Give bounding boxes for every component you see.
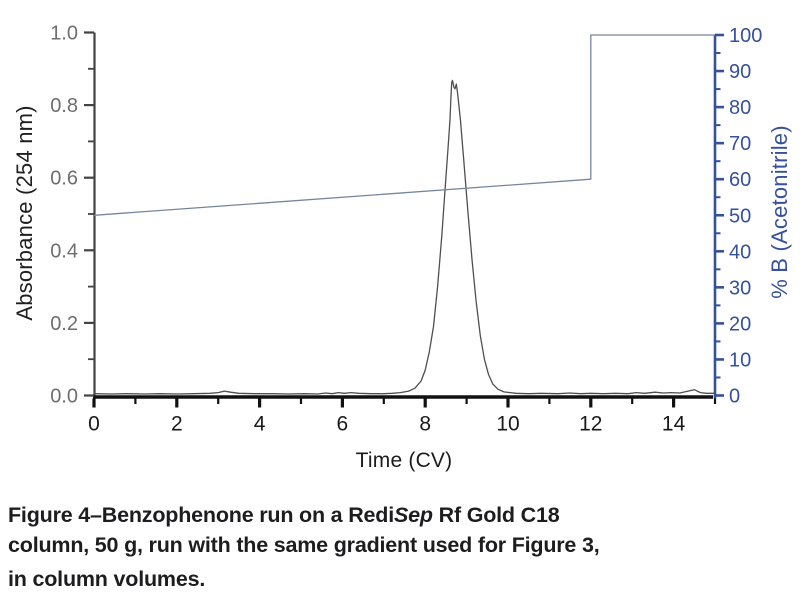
right-tick-label: 90	[729, 61, 751, 83]
x-tick-label: 12	[579, 413, 602, 436]
x-tick-label: 6	[337, 413, 349, 436]
x-tick-label: 14	[662, 413, 686, 436]
x-tick-label: 8	[419, 413, 431, 436]
x-axis-title: Time (CV)	[355, 449, 453, 472]
gradient-trace	[93, 34, 715, 216]
right-tick-label: 60	[729, 169, 751, 191]
right-tick-label: 20	[729, 313, 751, 335]
right-tick-label: 30	[729, 277, 751, 299]
absorbance-trace	[93, 79, 715, 395]
caption-line1-italic: Sep	[394, 503, 433, 527]
chart-area: 0.0 0.2 0.4 0.6 0.8 1.0 0 2 4 6 8 10 12 14 0 10 20 30 40 50…	[12, 23, 792, 473]
caption-line-3: in column volumes.	[8, 567, 206, 591]
x-tick-label: 0	[88, 413, 100, 436]
right-tick-label: 10	[729, 349, 751, 371]
figure-caption: Figure 4–Benzophenone run on a RediSep R…	[8, 500, 788, 594]
caption-line-2: column, 50 g, run with the same gradient…	[8, 533, 600, 557]
right-tick-label: 0	[729, 386, 740, 408]
left-tick-label: 0.2	[50, 313, 78, 335]
left-tick-label: 0.6	[50, 168, 78, 190]
right-axis-title: % B (Acetonitrile)	[767, 125, 792, 299]
caption-line-1: Figure 4–Benzophenone run on a RediSep R…	[8, 500, 788, 530]
right-tick-label: 40	[729, 241, 751, 263]
chromatogram-plot: 0.0 0.2 0.4 0.6 0.8 1.0 0 2 4 6 8 10 12 14 0 10 20 30 40 50…	[50, 23, 762, 436]
right-tick-label: 50	[729, 205, 751, 227]
right-tick-label: 70	[729, 133, 751, 155]
x-tick-label: 2	[171, 413, 183, 436]
left-tick-label: 0.0	[50, 386, 78, 408]
caption-line1-post: Rf Gold C18	[432, 503, 560, 527]
left-tick-label: 1.0	[50, 23, 78, 45]
x-tick-label: 10	[496, 413, 519, 436]
caption-line1-pre: Figure 4–Benzophenone run on a Redi	[8, 503, 395, 527]
right-tick-label: 80	[729, 97, 751, 119]
left-tick-label: 0.8	[50, 95, 78, 117]
left-tick-label: 0.4	[50, 240, 78, 262]
left-axis-title: Absorbance (254 nm)	[12, 105, 37, 321]
x-tick-label: 4	[254, 413, 266, 436]
right-tick-label: 100	[729, 25, 762, 47]
